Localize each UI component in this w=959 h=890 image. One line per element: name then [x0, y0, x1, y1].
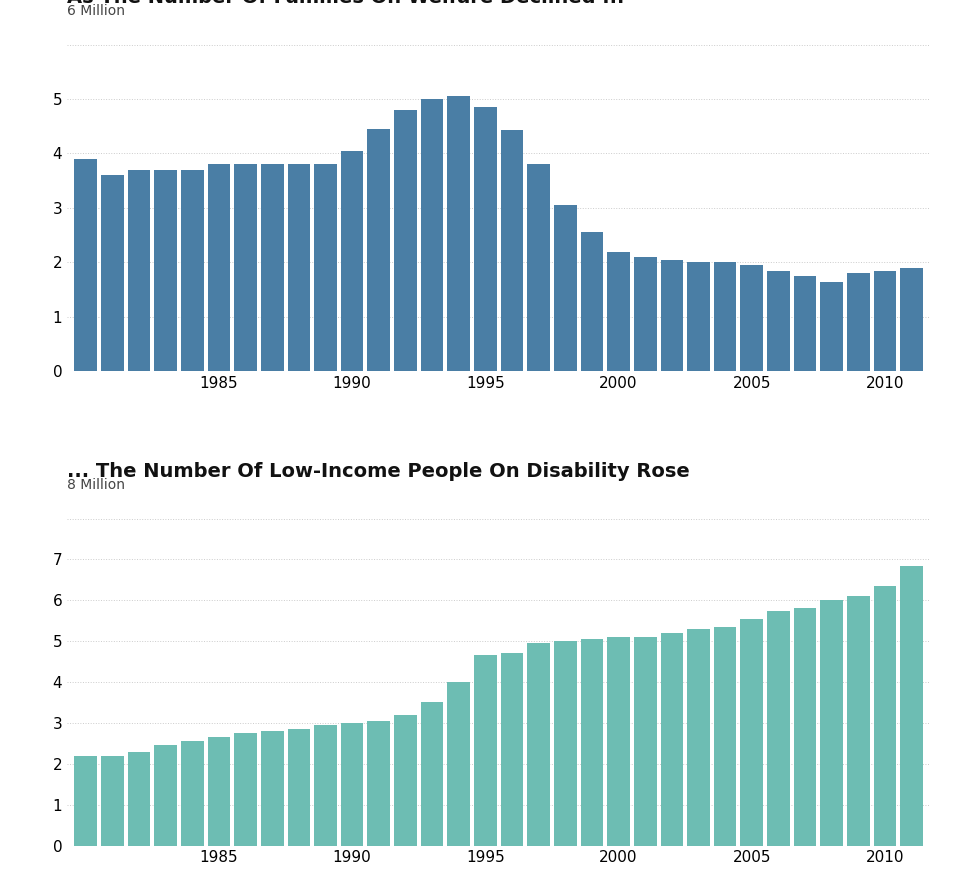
Bar	[794, 276, 816, 371]
Bar	[128, 751, 151, 846]
Bar	[340, 150, 363, 371]
Bar	[554, 641, 576, 846]
Bar	[527, 165, 550, 371]
Bar	[75, 756, 97, 846]
Bar	[820, 600, 843, 846]
Bar	[75, 159, 97, 371]
Bar	[261, 731, 284, 846]
Bar	[208, 165, 230, 371]
Bar	[607, 637, 630, 846]
Bar	[234, 165, 257, 371]
Bar	[607, 252, 630, 371]
Bar	[154, 745, 177, 846]
Bar	[847, 596, 870, 846]
Bar	[767, 611, 789, 846]
Bar	[688, 263, 710, 371]
Bar	[261, 165, 284, 371]
Bar	[580, 232, 603, 371]
Bar	[820, 281, 843, 371]
Bar	[394, 715, 417, 846]
Bar	[101, 756, 124, 846]
Bar	[661, 633, 683, 846]
Bar	[554, 206, 576, 371]
Bar	[767, 271, 789, 371]
Bar	[288, 165, 310, 371]
Bar	[234, 733, 257, 846]
Bar	[394, 109, 417, 371]
Bar	[340, 723, 363, 846]
Bar	[794, 609, 816, 845]
Text: 8 Million: 8 Million	[67, 479, 125, 492]
Bar	[874, 586, 897, 846]
Bar	[501, 653, 524, 846]
Bar	[713, 263, 737, 371]
Bar	[740, 619, 763, 846]
Bar	[448, 96, 470, 371]
Bar	[874, 271, 897, 371]
Bar	[713, 627, 737, 846]
Bar	[421, 702, 443, 846]
Bar	[101, 175, 124, 371]
Bar	[421, 99, 443, 371]
Bar	[181, 741, 203, 846]
Bar	[315, 165, 337, 371]
Bar	[688, 629, 710, 846]
Bar	[474, 655, 497, 846]
Bar	[501, 130, 524, 371]
Text: As The Number Of Families On Welfare Declined ...: As The Number Of Families On Welfare Dec…	[67, 0, 624, 7]
Bar	[288, 729, 310, 846]
Bar	[367, 129, 390, 371]
Bar	[740, 265, 763, 371]
Bar	[634, 637, 657, 846]
Bar	[474, 107, 497, 371]
Bar	[154, 170, 177, 371]
Bar	[634, 257, 657, 371]
Bar	[367, 721, 390, 846]
Bar	[315, 725, 337, 845]
Bar	[527, 643, 550, 846]
Bar	[661, 260, 683, 371]
Bar	[181, 170, 203, 371]
Bar	[901, 565, 923, 846]
Text: 6 Million: 6 Million	[67, 4, 125, 19]
Text: ... The Number Of Low-Income People On Disability Rose: ... The Number Of Low-Income People On D…	[67, 462, 690, 481]
Bar	[128, 170, 151, 371]
Bar	[208, 737, 230, 846]
Bar	[580, 639, 603, 846]
Bar	[847, 273, 870, 371]
Bar	[448, 682, 470, 846]
Bar	[901, 268, 923, 371]
